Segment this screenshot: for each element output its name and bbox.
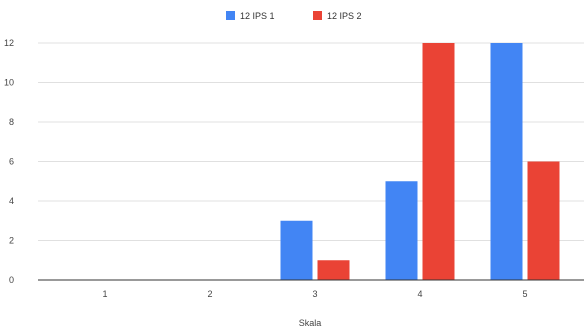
- legend-item: 12 IPS 2: [313, 11, 362, 21]
- bar-12-ips-2-3: [317, 260, 350, 280]
- y-tick-label: 10: [4, 78, 14, 88]
- y-tick-label: 8: [9, 117, 14, 127]
- x-tick-label: 3: [312, 289, 317, 299]
- legend-swatch: [313, 11, 322, 20]
- y-tick-label: 4: [9, 196, 14, 206]
- legend-label: 12 IPS 2: [327, 11, 362, 21]
- bar-12-ips-1-4: [385, 181, 418, 280]
- legend: 12 IPS 1 12 IPS 2: [226, 11, 362, 21]
- x-tick-label: 5: [522, 289, 527, 299]
- x-axis-title: Skala: [299, 318, 322, 328]
- x-axis-ticks: 1 2 3 4 5: [102, 289, 527, 299]
- legend-label: 12 IPS 1: [240, 11, 275, 21]
- x-tick-label: 2: [207, 289, 212, 299]
- bar-12-ips-1-5: [490, 43, 523, 280]
- y-axis-ticks: 0 2 4 6 8 10 12: [4, 38, 14, 285]
- legend-swatch: [226, 11, 235, 20]
- bars: [280, 43, 560, 280]
- y-tick-label: 2: [9, 236, 14, 246]
- bar-12-ips-2-4: [422, 43, 455, 280]
- x-tick-label: 1: [102, 289, 107, 299]
- y-tick-label: 12: [4, 38, 14, 48]
- y-tick-label: 0: [9, 275, 14, 285]
- legend-item: 12 IPS 1: [226, 11, 275, 21]
- bar-12-ips-2-5: [527, 161, 560, 280]
- x-tick-label: 4: [417, 289, 422, 299]
- bar-12-ips-1-3: [280, 220, 313, 280]
- y-tick-label: 6: [9, 157, 14, 167]
